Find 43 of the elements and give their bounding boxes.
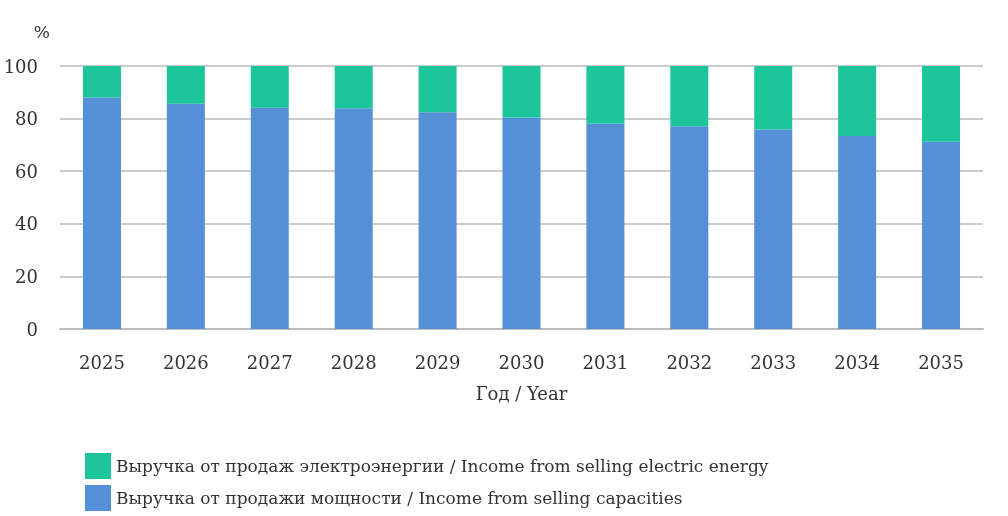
x-tick-label: 2031: [582, 351, 629, 373]
bar: [82, 66, 121, 98]
bar: [838, 66, 877, 136]
bar: [502, 117, 541, 329]
bar: [418, 66, 457, 113]
x-tick-label: 2025: [79, 351, 125, 373]
y-tick-label: 40: [15, 213, 38, 235]
bar: [838, 135, 877, 329]
y-tick-label: 60: [15, 160, 38, 182]
bar: [250, 66, 289, 108]
bar: [586, 66, 625, 124]
bar: [82, 97, 121, 329]
y-tick-label: 100: [3, 55, 38, 77]
x-tick-label: 2033: [750, 351, 797, 373]
bar: [922, 141, 961, 329]
y-tick-label: 20: [15, 265, 38, 287]
x-tick-label: 2030: [498, 351, 545, 373]
bar: [418, 112, 457, 329]
legend-label: Выручка от продаж электроэнергии / Income from selling electric energy: [116, 456, 769, 476]
x-tick-label: 2027: [246, 351, 293, 373]
x-axis-title: Год / Year: [475, 382, 568, 404]
bar: [250, 107, 289, 329]
x-tick-label: 2035: [918, 351, 964, 373]
legend-label: Выручка от продажи мощности / Income from selling capacities: [116, 488, 683, 508]
y-axis-title: %: [33, 21, 50, 42]
x-tick-label: 2029: [414, 351, 461, 373]
bar: [670, 126, 709, 329]
x-tick-label: 2032: [666, 351, 713, 373]
bar: [166, 66, 205, 104]
bar: [754, 129, 793, 329]
bar: [502, 66, 541, 118]
y-tick-label: 0: [26, 318, 38, 340]
x-tick-label: 2034: [834, 351, 881, 373]
x-tick-label: 2028: [330, 351, 377, 373]
y-tick-label: 80: [15, 108, 38, 130]
x-tick-label: 2026: [162, 351, 209, 373]
bar: [670, 66, 709, 127]
bar: [334, 66, 373, 109]
bar: [334, 108, 373, 329]
bar: [166, 103, 205, 329]
bar: [922, 66, 961, 142]
bar: [754, 66, 793, 130]
bar: [586, 123, 625, 329]
